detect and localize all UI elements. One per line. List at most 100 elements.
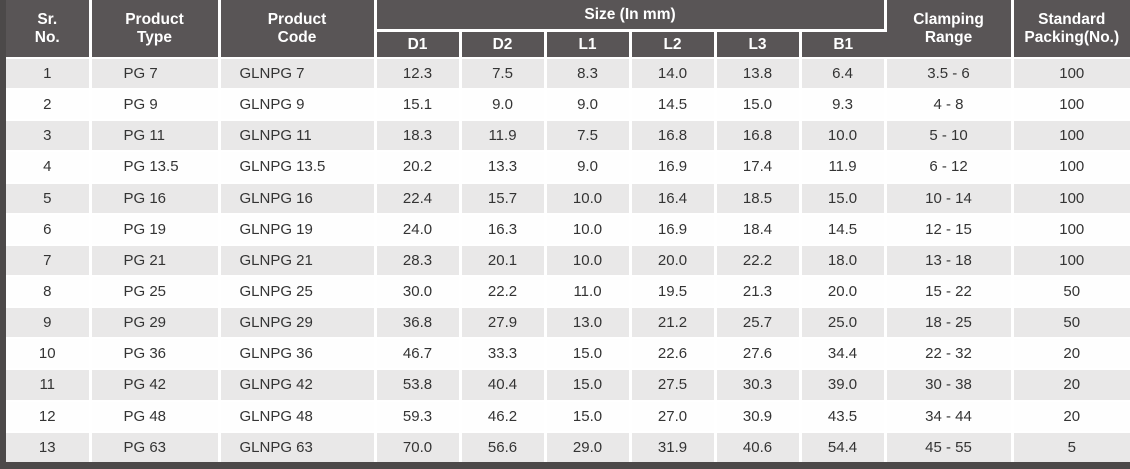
cell-sr: 5 [6,181,92,214]
cell-code: GLNPG 42 [219,368,377,401]
cell-d2: 13.3 [460,150,547,183]
cell-l1: 15.0 [545,368,632,401]
cell-b1: 11.9 [800,150,887,183]
cell-l2: 27.5 [630,368,717,401]
cell-b1: 15.0 [800,181,887,214]
cell-l3: 18.5 [715,181,802,214]
cell-sr: 6 [6,212,92,245]
cell-sr: 13 [6,430,92,462]
cell-clamping: 34 - 44 [885,399,1014,432]
cell-code: GLNPG 9 [219,88,377,121]
cell-l1: 9.0 [545,150,632,183]
cell-l3: 27.6 [715,337,802,370]
cell-sr: 11 [6,368,92,401]
cell-l3: 17.4 [715,150,802,183]
cell-code: GLNPG 36 [219,337,377,370]
cell-l1: 11.0 [545,274,632,308]
cell-packing: 100 [1012,119,1130,152]
table-row: 4 PG 13.5 GLNPG 13.5 20.2 13.3 9.0 16.9 17.4 11.… [6,150,1130,183]
cell-clamping: 3.5 - 6 [885,56,1014,90]
cell-type: PG 63 [90,430,221,462]
table-row: 2 PG 9 GLNPG 9 15.1 9.0 9.0 14.5 15.0 9.3 4 - 8 10… [6,88,1130,121]
cell-packing: 100 [1012,243,1130,276]
cell-l2: 16.4 [630,181,717,214]
table-row: 3 PG 11 GLNPG 11 18.3 11.9 7.5 16.8 16.8 10.0 5 -… [6,119,1130,152]
cell-packing: 100 [1012,56,1130,90]
cell-type: PG 13.5 [90,150,221,183]
cell-d1: 20.2 [375,150,462,183]
cell-packing: 100 [1012,150,1130,183]
cell-d1: 70.0 [375,430,462,462]
table-body: 1 PG 7 GLNPG 7 12.3 7.5 8.3 14.0 13.8 6.4 3.5 - 6… [6,56,1130,462]
cell-b1: 54.4 [800,430,887,462]
cell-l2: 20.0 [630,243,717,276]
cell-code: GLNPG 63 [219,430,377,462]
cell-b1: 34.4 [800,337,887,370]
cell-l3: 30.3 [715,368,802,401]
cell-clamping: 4 - 8 [885,88,1014,121]
cell-d1: 30.0 [375,274,462,308]
cell-l2: 31.9 [630,430,717,462]
cell-clamping: 15 - 22 [885,274,1014,308]
cell-code: GLNPG 48 [219,399,377,432]
cell-packing: 20 [1012,399,1130,432]
cell-l3: 16.8 [715,119,802,152]
cell-d1: 18.3 [375,119,462,152]
cell-sr: 9 [6,306,92,339]
cell-clamping: 5 - 10 [885,119,1014,152]
cell-l2: 16.9 [630,150,717,183]
cell-sr: 12 [6,399,92,432]
cell-d2: 40.4 [460,368,547,401]
cell-d1: 36.8 [375,306,462,339]
cell-type: PG 42 [90,368,221,401]
cell-l1: 10.0 [545,243,632,276]
table-row: 13 PG 63 GLNPG 63 70.0 56.6 29.0 31.9 40.6 54.4 4… [6,430,1130,462]
cell-l3: 40.6 [715,430,802,462]
table-row: 5 PG 16 GLNPG 16 22.4 15.7 10.0 16.4 18.5 15.0 10… [6,181,1130,214]
cell-code: GLNPG 13.5 [219,150,377,183]
cell-l1: 15.0 [545,337,632,370]
table-row: 1 PG 7 GLNPG 7 12.3 7.5 8.3 14.0 13.8 6.4 3.5 - 6… [6,56,1130,90]
cell-sr: 8 [6,274,92,308]
cell-b1: 10.0 [800,119,887,152]
cell-l3: 13.8 [715,56,802,90]
header-d2: D2 [460,30,547,58]
cell-type: PG 25 [90,274,221,308]
cell-l2: 14.0 [630,56,717,90]
cell-d2: 9.0 [460,88,547,121]
header-standard-packing: Standard Packing(No.) [1012,0,1130,58]
cell-l3: 15.0 [715,88,802,121]
cell-clamping: 6 - 12 [885,150,1014,183]
cell-clamping: 10 - 14 [885,181,1014,214]
cell-l1: 29.0 [545,430,632,462]
cell-type: PG 29 [90,306,221,339]
cell-b1: 18.0 [800,243,887,276]
cell-packing: 100 [1012,88,1130,121]
cell-l3: 21.3 [715,274,802,308]
cell-b1: 20.0 [800,274,887,308]
cell-d2: 11.9 [460,119,547,152]
cell-b1: 43.5 [800,399,887,432]
cell-sr: 7 [6,243,92,276]
table-row: 8 PG 25 GLNPG 25 30.0 22.2 11.0 19.5 21.3 20.0 15… [6,274,1130,308]
cell-l1: 9.0 [545,88,632,121]
cell-l3: 25.7 [715,306,802,339]
cell-clamping: 13 - 18 [885,243,1014,276]
cell-code: GLNPG 11 [219,119,377,152]
header-group-row: Sr. No. Product Type Product Code Size (… [6,0,1130,58]
cell-d2: 27.9 [460,306,547,339]
cell-b1: 14.5 [800,212,887,245]
cell-l1: 15.0 [545,399,632,432]
cell-d2: 16.3 [460,212,547,245]
header-product-type: Product Type [90,0,221,58]
cell-l2: 16.9 [630,212,717,245]
cell-clamping: 45 - 55 [885,430,1014,462]
cell-code: GLNPG 7 [219,56,377,90]
cell-d1: 12.3 [375,56,462,90]
cell-packing: 5 [1012,430,1130,462]
cell-b1: 39.0 [800,368,887,401]
cell-d1: 53.8 [375,368,462,401]
cell-type: PG 11 [90,119,221,152]
cell-l2: 21.2 [630,306,717,339]
cell-d2: 56.6 [460,430,547,462]
